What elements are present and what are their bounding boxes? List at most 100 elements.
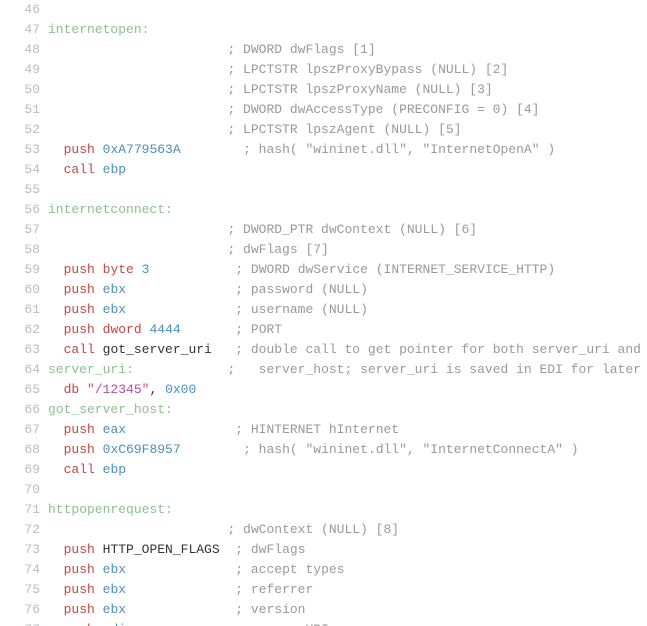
token-inst: db bbox=[64, 382, 80, 397]
token-inst: push bbox=[64, 542, 95, 557]
line-number: 71 bbox=[0, 500, 48, 520]
code-content[interactable]: internetopen: bbox=[48, 20, 647, 40]
code-content[interactable]: ; LPCTSTR lpszAgent (NULL) [5] bbox=[48, 120, 647, 140]
token-pad bbox=[48, 122, 227, 137]
code-content[interactable]: push byte 3 ; DWORD dwService (INTERNET_… bbox=[48, 260, 647, 280]
token-pad bbox=[48, 282, 64, 297]
code-line[interactable]: 65 db "/12345", 0x00 bbox=[0, 380, 647, 400]
code-content[interactable]: call ebp bbox=[48, 160, 647, 180]
code-line[interactable]: 47internetopen: bbox=[0, 20, 647, 40]
token-pad bbox=[134, 362, 228, 377]
token-cmt: ; server_host; server_uri is saved in ED… bbox=[227, 362, 640, 377]
code-content[interactable]: got_server_host: bbox=[48, 400, 647, 420]
token-pad bbox=[95, 302, 103, 317]
token-pad bbox=[95, 422, 103, 437]
code-content[interactable]: internetconnect: bbox=[48, 200, 647, 220]
token-num: 0xC69F8957 bbox=[103, 442, 181, 457]
token-pad bbox=[149, 262, 235, 277]
code-line[interactable]: 66got_server_host: bbox=[0, 400, 647, 420]
token-pad bbox=[48, 602, 64, 617]
code-content[interactable]: push edi ; server URI bbox=[48, 620, 647, 626]
code-line[interactable]: 68 push 0xC69F8957 ; hash( "wininet.dll"… bbox=[0, 440, 647, 460]
token-pad bbox=[95, 282, 103, 297]
code-line[interactable]: 73 push HTTP_OPEN_FLAGS ; dwFlags bbox=[0, 540, 647, 560]
code-line[interactable]: 58 ; dwFlags [7] bbox=[0, 240, 647, 260]
code-line[interactable]: 64server_uri: ; server_host; server_uri … bbox=[0, 360, 647, 380]
code-line[interactable]: 53 push 0xA779563A ; hash( "wininet.dll"… bbox=[0, 140, 647, 160]
code-line[interactable]: 69 call ebp bbox=[0, 460, 647, 480]
code-line[interactable]: 67 push eax ; HINTERNET hInternet bbox=[0, 420, 647, 440]
code-line[interactable]: 52 ; LPCTSTR lpszAgent (NULL) [5] bbox=[0, 120, 647, 140]
code-line[interactable]: 59 push byte 3 ; DWORD dwService (INTERN… bbox=[0, 260, 647, 280]
code-content[interactable]: push dword 4444 ; PORT bbox=[48, 320, 647, 340]
code-content[interactable] bbox=[48, 480, 647, 500]
code-content[interactable]: push ebx ; version bbox=[48, 600, 647, 620]
code-content[interactable]: push ebx ; accept types bbox=[48, 560, 647, 580]
token-pad bbox=[126, 422, 235, 437]
code-content[interactable]: ; LPCTSTR lpszProxyBypass (NULL) [2] bbox=[48, 60, 647, 80]
line-number: 57 bbox=[0, 220, 48, 240]
token-cmt: ; hash( "wininet.dll", "InternetConnectA… bbox=[243, 442, 578, 457]
code-content[interactable]: server_uri: ; server_host; server_uri is… bbox=[48, 360, 647, 380]
line-number: 59 bbox=[0, 260, 48, 280]
token-pad bbox=[95, 142, 103, 157]
line-number: 68 bbox=[0, 440, 48, 460]
code-line[interactable]: 56internetconnect: bbox=[0, 200, 647, 220]
code-line[interactable]: 54 call ebp bbox=[0, 160, 647, 180]
line-number: 77 bbox=[0, 620, 48, 626]
token-pad bbox=[48, 562, 64, 577]
token-inst: push bbox=[64, 442, 95, 457]
code-content[interactable]: httpopenrequest: bbox=[48, 500, 647, 520]
token-pad bbox=[134, 262, 142, 277]
token-cmt: ; PORT bbox=[235, 322, 282, 337]
code-line[interactable]: 55 bbox=[0, 180, 647, 200]
code-line[interactable]: 50 ; LPCTSTR lpszProxyName (NULL) [3] bbox=[0, 80, 647, 100]
code-line[interactable]: 49 ; LPCTSTR lpszProxyBypass (NULL) [2] bbox=[0, 60, 647, 80]
code-line[interactable]: 74 push ebx ; accept types bbox=[0, 560, 647, 580]
code-line[interactable]: 60 push ebx ; password (NULL) bbox=[0, 280, 647, 300]
token-reg: eax bbox=[103, 422, 126, 437]
code-content[interactable]: push 0xA779563A ; hash( "wininet.dll", "… bbox=[48, 140, 647, 160]
token-cmt: ; LPCTSTR lpszProxyBypass (NULL) [2] bbox=[227, 62, 508, 77]
code-line[interactable]: 57 ; DWORD_PTR dwContext (NULL) [6] bbox=[0, 220, 647, 240]
code-line[interactable]: 48 ; DWORD dwFlags [1] bbox=[0, 40, 647, 60]
code-content[interactable]: push 0xC69F8957 ; hash( "wininet.dll", "… bbox=[48, 440, 647, 460]
code-line[interactable]: 70 bbox=[0, 480, 647, 500]
code-line[interactable]: 72 ; dwContext (NULL) [8] bbox=[0, 520, 647, 540]
code-line[interactable]: 62 push dword 4444 ; PORT bbox=[0, 320, 647, 340]
code-content[interactable] bbox=[48, 180, 647, 200]
code-line[interactable]: 63 call got_server_uri ; double call to … bbox=[0, 340, 647, 360]
token-cmt: ; accept types bbox=[235, 562, 344, 577]
code-content[interactable]: push HTTP_OPEN_FLAGS ; dwFlags bbox=[48, 540, 647, 560]
code-line[interactable]: 46 bbox=[0, 0, 647, 20]
code-content[interactable]: push ebx ; referrer bbox=[48, 580, 647, 600]
code-line[interactable]: 75 push ebx ; referrer bbox=[0, 580, 647, 600]
code-content[interactable]: ; DWORD_PTR dwContext (NULL) [6] bbox=[48, 220, 647, 240]
code-content[interactable]: ; dwFlags [7] bbox=[48, 240, 647, 260]
code-line[interactable]: 61 push ebx ; username (NULL) bbox=[0, 300, 647, 320]
code-content[interactable]: push eax ; HINTERNET hInternet bbox=[48, 420, 647, 440]
code-content[interactable]: ; DWORD dwAccessType (PRECONFIG = 0) [4] bbox=[48, 100, 647, 120]
code-content[interactable]: ; dwContext (NULL) [8] bbox=[48, 520, 647, 540]
code-line[interactable]: 51 ; DWORD dwAccessType (PRECONFIG = 0) … bbox=[0, 100, 647, 120]
line-number: 76 bbox=[0, 600, 48, 620]
code-content[interactable]: ; LPCTSTR lpszProxyName (NULL) [3] bbox=[48, 80, 647, 100]
code-content[interactable]: push ebx ; password (NULL) bbox=[48, 280, 647, 300]
token-reg: ebp bbox=[103, 162, 126, 177]
code-content[interactable]: ; DWORD dwFlags [1] bbox=[48, 40, 647, 60]
token-pad bbox=[48, 522, 227, 537]
code-content[interactable] bbox=[48, 0, 647, 20]
code-content[interactable]: call got_server_uri ; double call to get… bbox=[48, 340, 647, 360]
token-pad bbox=[212, 342, 235, 357]
code-content[interactable]: db "/12345", 0x00 bbox=[48, 380, 647, 400]
code-line[interactable]: 76 push ebx ; version bbox=[0, 600, 647, 620]
token-inst: call bbox=[64, 462, 95, 477]
code-content[interactable]: push ebx ; username (NULL) bbox=[48, 300, 647, 320]
token-num: 0xA779563A bbox=[103, 142, 181, 157]
token-pad bbox=[48, 102, 227, 117]
code-content[interactable]: call ebp bbox=[48, 460, 647, 480]
code-line[interactable]: 77 push edi ; server URI bbox=[0, 620, 647, 626]
token-pad bbox=[126, 562, 235, 577]
code-line[interactable]: 71httpopenrequest: bbox=[0, 500, 647, 520]
token-inst: push bbox=[64, 622, 95, 626]
